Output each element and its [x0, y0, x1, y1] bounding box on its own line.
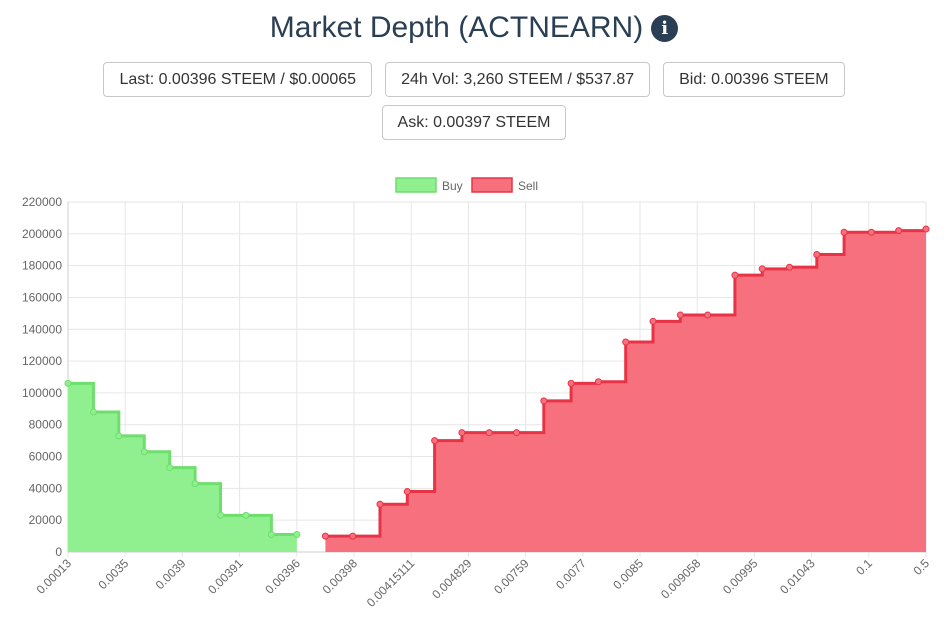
sell-series-point[interactable] — [594, 378, 602, 386]
y-tick-label: 20000 — [29, 513, 63, 527]
market-depth-chart: Buy Sell 0 20000 40000 60000 80000 100000 120000… — [22, 177, 932, 610]
sell-series-point[interactable] — [649, 317, 657, 325]
y-tick-label: 200000 — [22, 227, 62, 241]
x-tick-label: 0.009058 — [658, 556, 704, 602]
legend-swatch-sell[interactable] — [471, 177, 513, 193]
stat-ask: Ask: 0.00397 STEEM — [381, 105, 567, 140]
x-tick-label: 0.0035 — [95, 556, 131, 592]
x-tick-label: 0.00759 — [491, 556, 532, 597]
stats-bar: Last: 0.00396 STEEM / $0.00065 24h Vol: 3… — [0, 62, 948, 140]
buy-series-point[interactable] — [191, 480, 199, 488]
sell-series-point[interactable] — [676, 311, 684, 319]
sell-series-point[interactable] — [458, 429, 466, 437]
y-tick-label: 120000 — [22, 354, 62, 368]
sell-series-point[interactable] — [813, 251, 821, 258]
sell-series-area — [325, 229, 926, 552]
sell-series-point[interactable] — [321, 532, 329, 540]
buy-series-point[interactable] — [267, 531, 275, 538]
y-tick-label: 220000 — [22, 195, 62, 209]
info-circle-icon[interactable]: i — [651, 14, 679, 42]
buy-series-point[interactable] — [89, 408, 97, 416]
x-tick-label: 0.0039 — [153, 556, 189, 592]
y-tick-label: 180000 — [22, 259, 62, 273]
title-row: Market Depth (ACTNEARN) i — [0, 8, 948, 48]
sell-series-point[interactable] — [513, 429, 520, 437]
x-tick-label: 0.00415111 — [364, 556, 418, 610]
x-tick-label: 0.00391 — [205, 556, 246, 597]
sell-series-point[interactable] — [403, 488, 411, 496]
x-tick-label: 0.004829 — [429, 556, 475, 602]
legend-label-buy[interactable]: Buy — [442, 179, 463, 193]
buy-series-point[interactable] — [217, 511, 225, 519]
sell-series-point[interactable] — [731, 271, 739, 279]
y-tick-label: 40000 — [29, 481, 63, 495]
sell-series-point[interactable] — [567, 379, 575, 387]
x-tick-label: 0.00995 — [720, 556, 761, 597]
legend-swatch-buy[interactable] — [395, 177, 437, 193]
sell-series-point[interactable] — [758, 265, 766, 273]
buy-series-point[interactable] — [242, 511, 250, 519]
sell-series-point[interactable] — [895, 227, 903, 235]
sell-series-point[interactable] — [376, 500, 384, 508]
x-tick-label: 0.1 — [853, 556, 875, 578]
buy-series-point[interactable] — [64, 379, 72, 387]
y-tick-label: 100000 — [22, 386, 62, 400]
x-tick-label: 0.0085 — [610, 556, 646, 592]
stat-bid: Bid: 0.00396 STEEM — [663, 62, 845, 97]
stat-last: Last: 0.00396 STEEM / $0.00065 — [103, 62, 373, 97]
sell-series-line — [325, 229, 928, 538]
y-tick-label: 0 — [55, 545, 62, 559]
x-tick-label: 0.00013 — [34, 556, 75, 597]
legend-label-sell[interactable]: Sell — [518, 179, 538, 193]
sell-series-point[interactable] — [786, 263, 793, 271]
sell-series-point[interactable] — [622, 338, 630, 346]
sell-series-point[interactable] — [922, 225, 930, 233]
buy-series-point[interactable] — [166, 464, 174, 472]
x-tick-label: 0.00398 — [320, 556, 361, 597]
y-tick-label: 140000 — [22, 322, 62, 336]
sell-series-point[interactable] — [704, 311, 712, 319]
sell-series-point[interactable] — [867, 228, 875, 236]
sell-series-point[interactable] — [349, 532, 357, 540]
sell-series-point[interactable] — [840, 228, 848, 236]
buy-series-point[interactable] — [115, 432, 123, 440]
buy-series-point[interactable] — [140, 448, 148, 456]
x-tick-label: 0.01043 — [777, 556, 818, 597]
sell-series-point[interactable] — [485, 429, 493, 437]
y-tick-label: 160000 — [22, 290, 62, 304]
sell-series-point[interactable] — [431, 437, 439, 445]
page-title: Market Depth (ACTNEARN) — [269, 11, 644, 44]
sell-series-point[interactable] — [540, 397, 548, 405]
x-tick-label: 0.00396 — [262, 556, 303, 597]
x-tick-label: 0.5 — [910, 556, 932, 578]
y-tick-label: 60000 — [29, 450, 63, 464]
stat-volume: 24h Vol: 3,260 STEEM / $537.87 — [385, 62, 651, 97]
buy-series-point[interactable] — [293, 531, 301, 538]
y-tick-label: 80000 — [29, 418, 63, 432]
x-tick-label: 0.0077 — [553, 556, 589, 592]
